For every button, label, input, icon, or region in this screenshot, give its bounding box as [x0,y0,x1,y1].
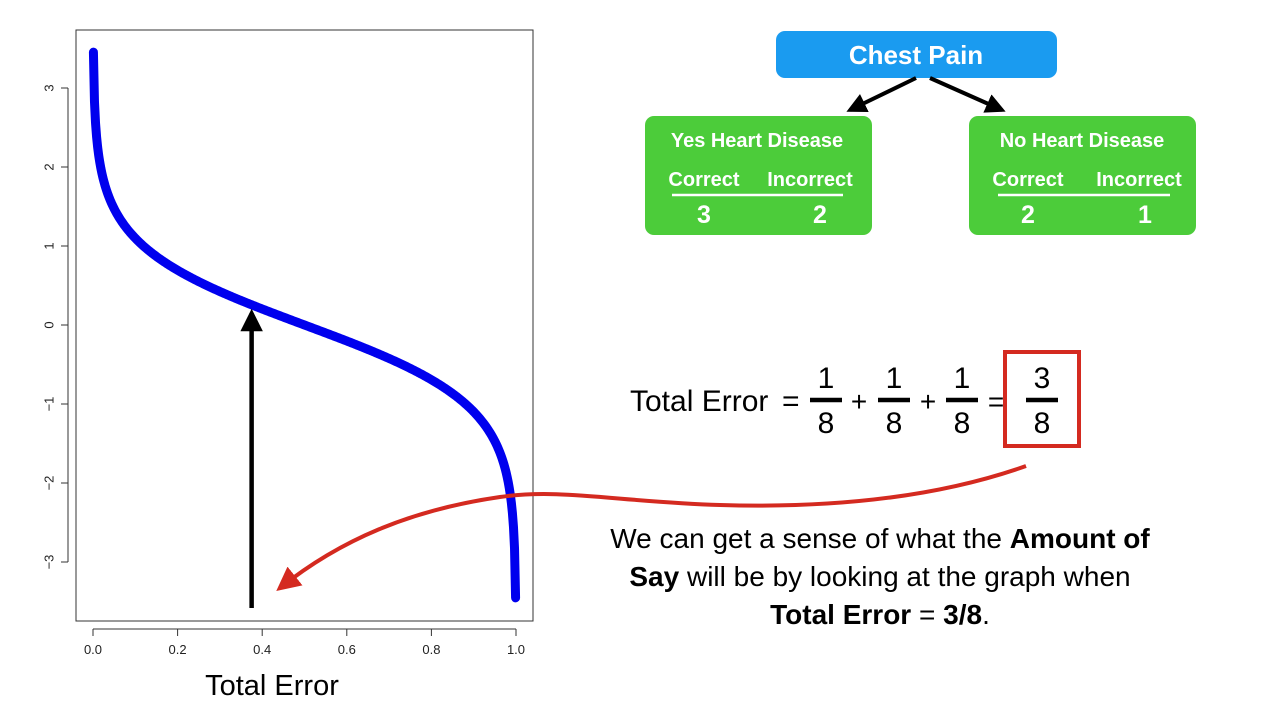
x-tick-label: 0.0 [84,642,102,657]
denominator: 8 [886,407,903,440]
caption: We can get a sense of what the Amount of… [600,520,1160,634]
denominator: 8 [818,407,835,440]
decision-stump: Chest Pain Yes Heart Disease Correct Inc… [645,31,1196,235]
fraction-term-3: 1 8 [946,362,978,440]
x-tick-label: 0.2 [169,642,187,657]
caption-value: 3/8 [943,599,983,630]
fraction-term-2: 1 8 [878,362,910,440]
caption-total-error: Total Error [770,599,912,630]
y-tick-label: 0 [41,321,56,328]
y-tick-label: −2 [41,476,56,491]
leaf-incorrect-header: Incorrect [767,169,853,191]
leaf-incorrect-header: Incorrect [1096,169,1182,191]
denominator: 8 [954,407,971,440]
x-tick-label: 0.8 [422,642,440,657]
leaf-incorrect-value: 2 [813,201,827,229]
branch-arrow-right [929,76,1006,113]
fraction-term-1: 1 8 [810,362,842,440]
leaf-box [969,116,1196,235]
pointer-arrow-red [276,464,1027,591]
numerator: 1 [818,362,835,395]
result-highlight-box [1003,350,1081,448]
y-tick-label: −1 [41,397,56,412]
leaf-title: No Heart Disease [1000,130,1165,152]
numerator: 3 [1034,362,1051,395]
series-line [88,47,521,603]
y-tick-label: −3 [41,555,56,570]
equals-sign: = [988,386,1004,417]
leaf-incorrect-value: 1 [1138,201,1152,229]
x-axis: 0.0 0.2 0.4 0.6 0.8 1.0 [84,628,525,657]
leaf-correct-header: Correct [668,169,739,191]
leaf-correct-header: Correct [992,169,1063,191]
leaf-box [645,116,872,235]
numerator: 1 [954,362,971,395]
leaf-yes-heart-disease: Yes Heart Disease Correct Incorrect 3 2 [645,116,872,235]
root-node [776,31,1057,78]
caption-text: We can get a sense of what the [610,523,1002,554]
caption-period: . [982,599,990,630]
amount-of-say-chart: 0.0 0.2 0.4 0.6 0.8 1.0 3 2 1 0 −1 −2 −3 Total Erro… [41,29,534,702]
x-tick-label: 0.4 [253,642,271,657]
equals-sign: = [782,385,800,418]
plus-sign: + [851,386,867,417]
y-tick-label: 2 [41,163,56,170]
plus-sign: + [920,386,936,417]
x-tick-label: 1.0 [507,642,525,657]
leaf-no-heart-disease: No Heart Disease Correct Incorrect 2 1 [969,116,1196,235]
denominator: 8 [1034,407,1051,440]
y-tick-label: 1 [41,242,56,249]
total-error-equation: Total Error = 1 8 + 1 8 + 1 8 = 3 8 [630,350,1081,448]
y-tick-label: 3 [41,84,56,91]
leaf-title: Yes Heart Disease [671,130,843,152]
leaf-correct-value: 3 [697,201,711,229]
plot-frame [75,29,534,622]
y-axis: 3 2 1 0 −1 −2 −3 [41,84,69,570]
root-node-label: Chest Pain [849,40,983,70]
caption-text: = [918,599,936,630]
result-fraction: 3 8 [1003,350,1081,448]
caption-amount-of-say: Amount of Say [629,523,1150,592]
equation-label: Total Error [630,385,768,418]
branch-arrow-left [846,76,917,113]
numerator: 1 [886,362,903,395]
caption-text: will be by looking at the graph when [686,561,1131,592]
leaf-correct-value: 2 [1021,201,1035,229]
x-axis-title: Total Error [205,670,339,702]
x-tick-label: 0.6 [338,642,356,657]
